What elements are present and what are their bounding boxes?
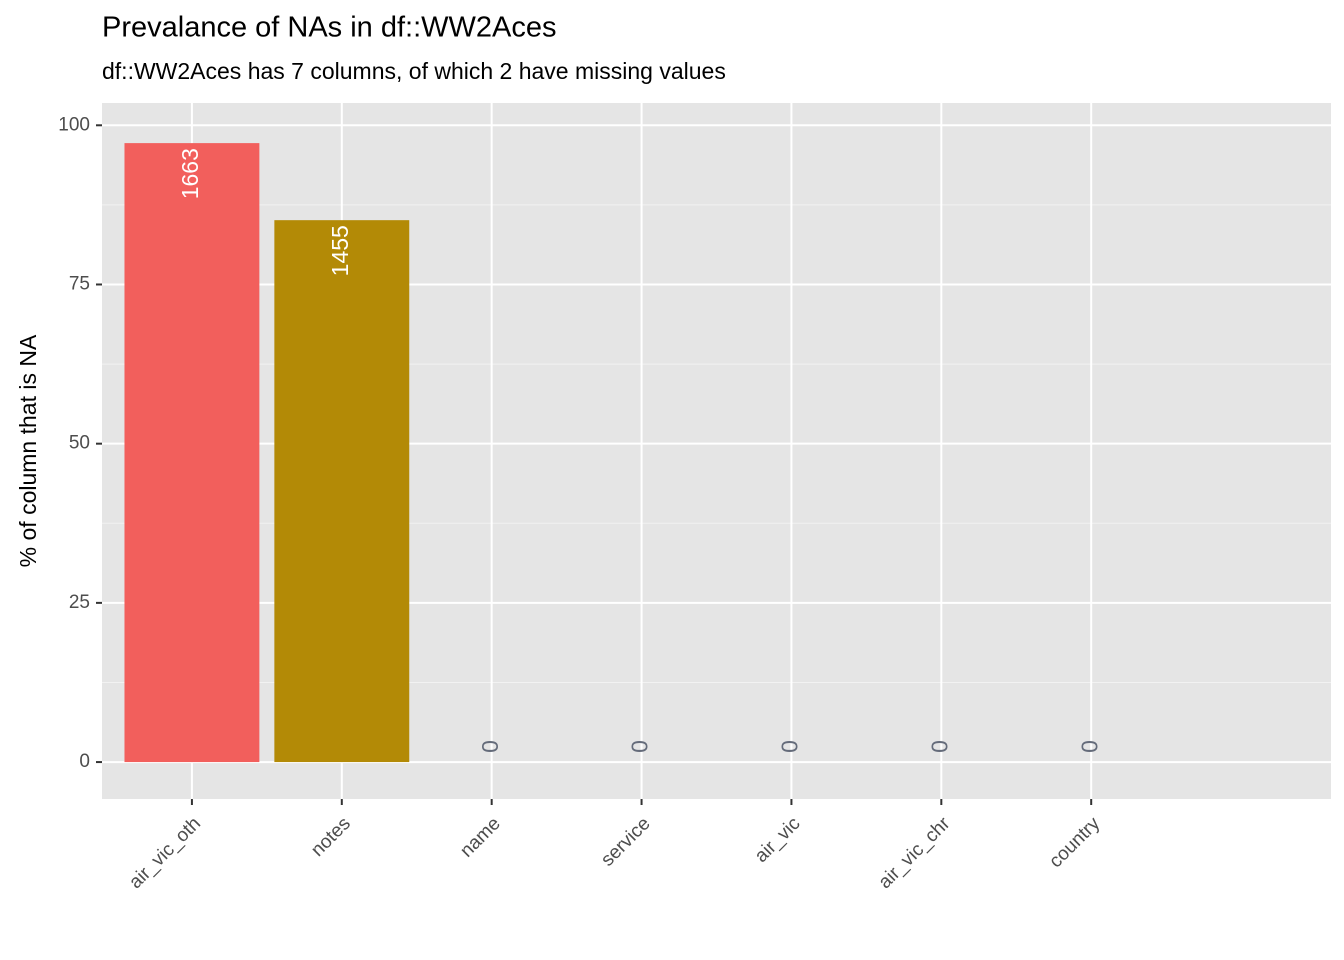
count-label: 1455 (327, 225, 353, 276)
x-tick-label: air_vic_chr (875, 813, 955, 893)
y-tick-label: 50 (69, 433, 90, 454)
y-tick-label: 75 (69, 273, 90, 294)
count-label: 0 (1076, 740, 1102, 753)
x-tick-label: country (1045, 813, 1104, 872)
y-tick-label: 0 (79, 751, 90, 772)
count-label: 1663 (177, 148, 203, 199)
chart-title: Prevalance of NAs in df::WW2Aces (102, 12, 557, 44)
bar (274, 220, 410, 763)
x-tick-label: notes (307, 813, 355, 861)
chart-subtitle: df::WW2Aces has 7 columns, of which 2 ha… (102, 58, 726, 84)
y-axis-label: % of column that is NA (15, 334, 41, 567)
count-label: 0 (926, 740, 952, 753)
bar (124, 143, 260, 763)
count-label: 0 (477, 740, 503, 753)
count-label: 0 (777, 740, 803, 753)
count-label: 0 (627, 740, 653, 753)
x-tick-label: air_vic_oth (125, 813, 205, 893)
x-tick-label: air_vic (751, 813, 805, 867)
x-tick-label: name (456, 813, 504, 861)
y-tick-label: 100 (58, 114, 90, 135)
y-tick-label: 25 (69, 592, 90, 613)
x-tick-label: service (597, 813, 654, 870)
